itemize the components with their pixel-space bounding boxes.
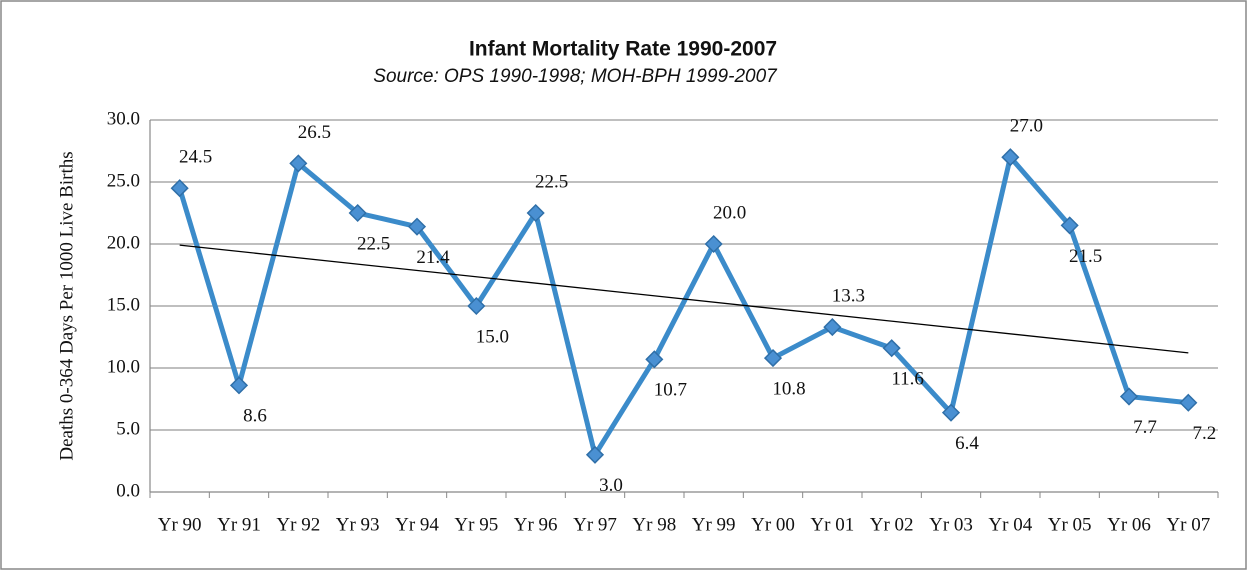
data-label: 7.2 bbox=[1192, 423, 1216, 444]
y-axis-label: Deaths 0-364 Days Per 1000 Live Births bbox=[56, 151, 77, 460]
x-tick-label: Yr 04 bbox=[988, 514, 1032, 535]
data-point bbox=[704, 234, 723, 254]
y-tick-label: 5.0 bbox=[116, 418, 140, 439]
x-tick-label: Yr 91 bbox=[217, 514, 261, 535]
y-tick-label: 30.0 bbox=[107, 108, 140, 129]
x-tick-label: Yr 99 bbox=[692, 514, 736, 535]
data-point bbox=[348, 203, 367, 223]
data-point bbox=[585, 445, 605, 464]
x-tick-label: Yr 06 bbox=[1107, 514, 1151, 535]
chart-title: Infant Mortality Rate 1990-2007 bbox=[469, 38, 777, 61]
x-tick-label: Yr 03 bbox=[929, 514, 973, 535]
data-label: 22.5 bbox=[535, 171, 568, 192]
y-tick-label: 20.0 bbox=[107, 232, 140, 253]
x-tick-label: Yr 98 bbox=[632, 514, 676, 535]
data-line bbox=[177, 154, 1189, 458]
x-tick-label: Yr 90 bbox=[158, 514, 202, 535]
data-point bbox=[467, 296, 486, 316]
x-tick-label: Yr 07 bbox=[1166, 514, 1210, 535]
x-tick-label: Yr 95 bbox=[454, 514, 498, 535]
data-label: 15.0 bbox=[476, 326, 509, 347]
data-label: 27.0 bbox=[1010, 116, 1043, 137]
x-tick-label: Yr 00 bbox=[751, 514, 795, 535]
data-point bbox=[1001, 148, 1020, 167]
y-tick-label: 0.0 bbox=[116, 480, 140, 501]
data-label: 8.6 bbox=[243, 406, 267, 427]
data-point bbox=[645, 350, 664, 369]
data-label: 24.5 bbox=[179, 147, 212, 168]
x-tick-label: Yr 94 bbox=[395, 514, 439, 535]
data-point bbox=[763, 349, 783, 368]
data-label: 11.6 bbox=[891, 369, 924, 390]
data-label: 21.5 bbox=[1069, 246, 1102, 267]
data-label: 26.5 bbox=[298, 122, 331, 143]
x-tick-label: Yr 05 bbox=[1048, 514, 1092, 535]
data-point bbox=[170, 179, 189, 198]
data-point bbox=[526, 203, 545, 223]
data-label: 21.4 bbox=[416, 247, 450, 268]
data-point bbox=[1179, 393, 1198, 412]
data-label: 6.4 bbox=[955, 433, 979, 454]
data-point bbox=[882, 339, 901, 358]
data-label: 13.3 bbox=[832, 285, 865, 306]
x-tick-label: Yr 97 bbox=[573, 514, 617, 535]
data-label: 10.8 bbox=[772, 378, 805, 399]
data-point bbox=[1119, 387, 1139, 406]
y-tick-label: 10.0 bbox=[107, 356, 140, 377]
trendline bbox=[179, 244, 1189, 354]
data-label: 22.5 bbox=[357, 233, 390, 254]
data-point bbox=[941, 403, 961, 422]
data-label: 10.7 bbox=[654, 380, 687, 401]
x-tick-label: Yr 96 bbox=[514, 514, 558, 535]
x-tick-label: Yr 01 bbox=[810, 514, 854, 535]
data-point bbox=[1060, 216, 1079, 235]
data-point bbox=[823, 318, 842, 337]
data-label: 20.0 bbox=[713, 202, 746, 223]
y-tick-label: 15.0 bbox=[107, 294, 140, 315]
x-tick-label: Yr 93 bbox=[336, 514, 380, 535]
data-point bbox=[407, 217, 427, 236]
data-label: 7.7 bbox=[1133, 417, 1157, 438]
chart-subtitle: Source: OPS 1990-1998; MOH-BPH 1999-2007 bbox=[373, 66, 778, 87]
x-tick-label: Yr 92 bbox=[276, 514, 320, 535]
y-tick-label: 25.0 bbox=[107, 170, 140, 191]
data-point bbox=[229, 376, 249, 395]
data-label: 3.0 bbox=[599, 475, 623, 496]
data-point bbox=[289, 154, 308, 173]
x-tick-label: Yr 02 bbox=[870, 514, 914, 535]
